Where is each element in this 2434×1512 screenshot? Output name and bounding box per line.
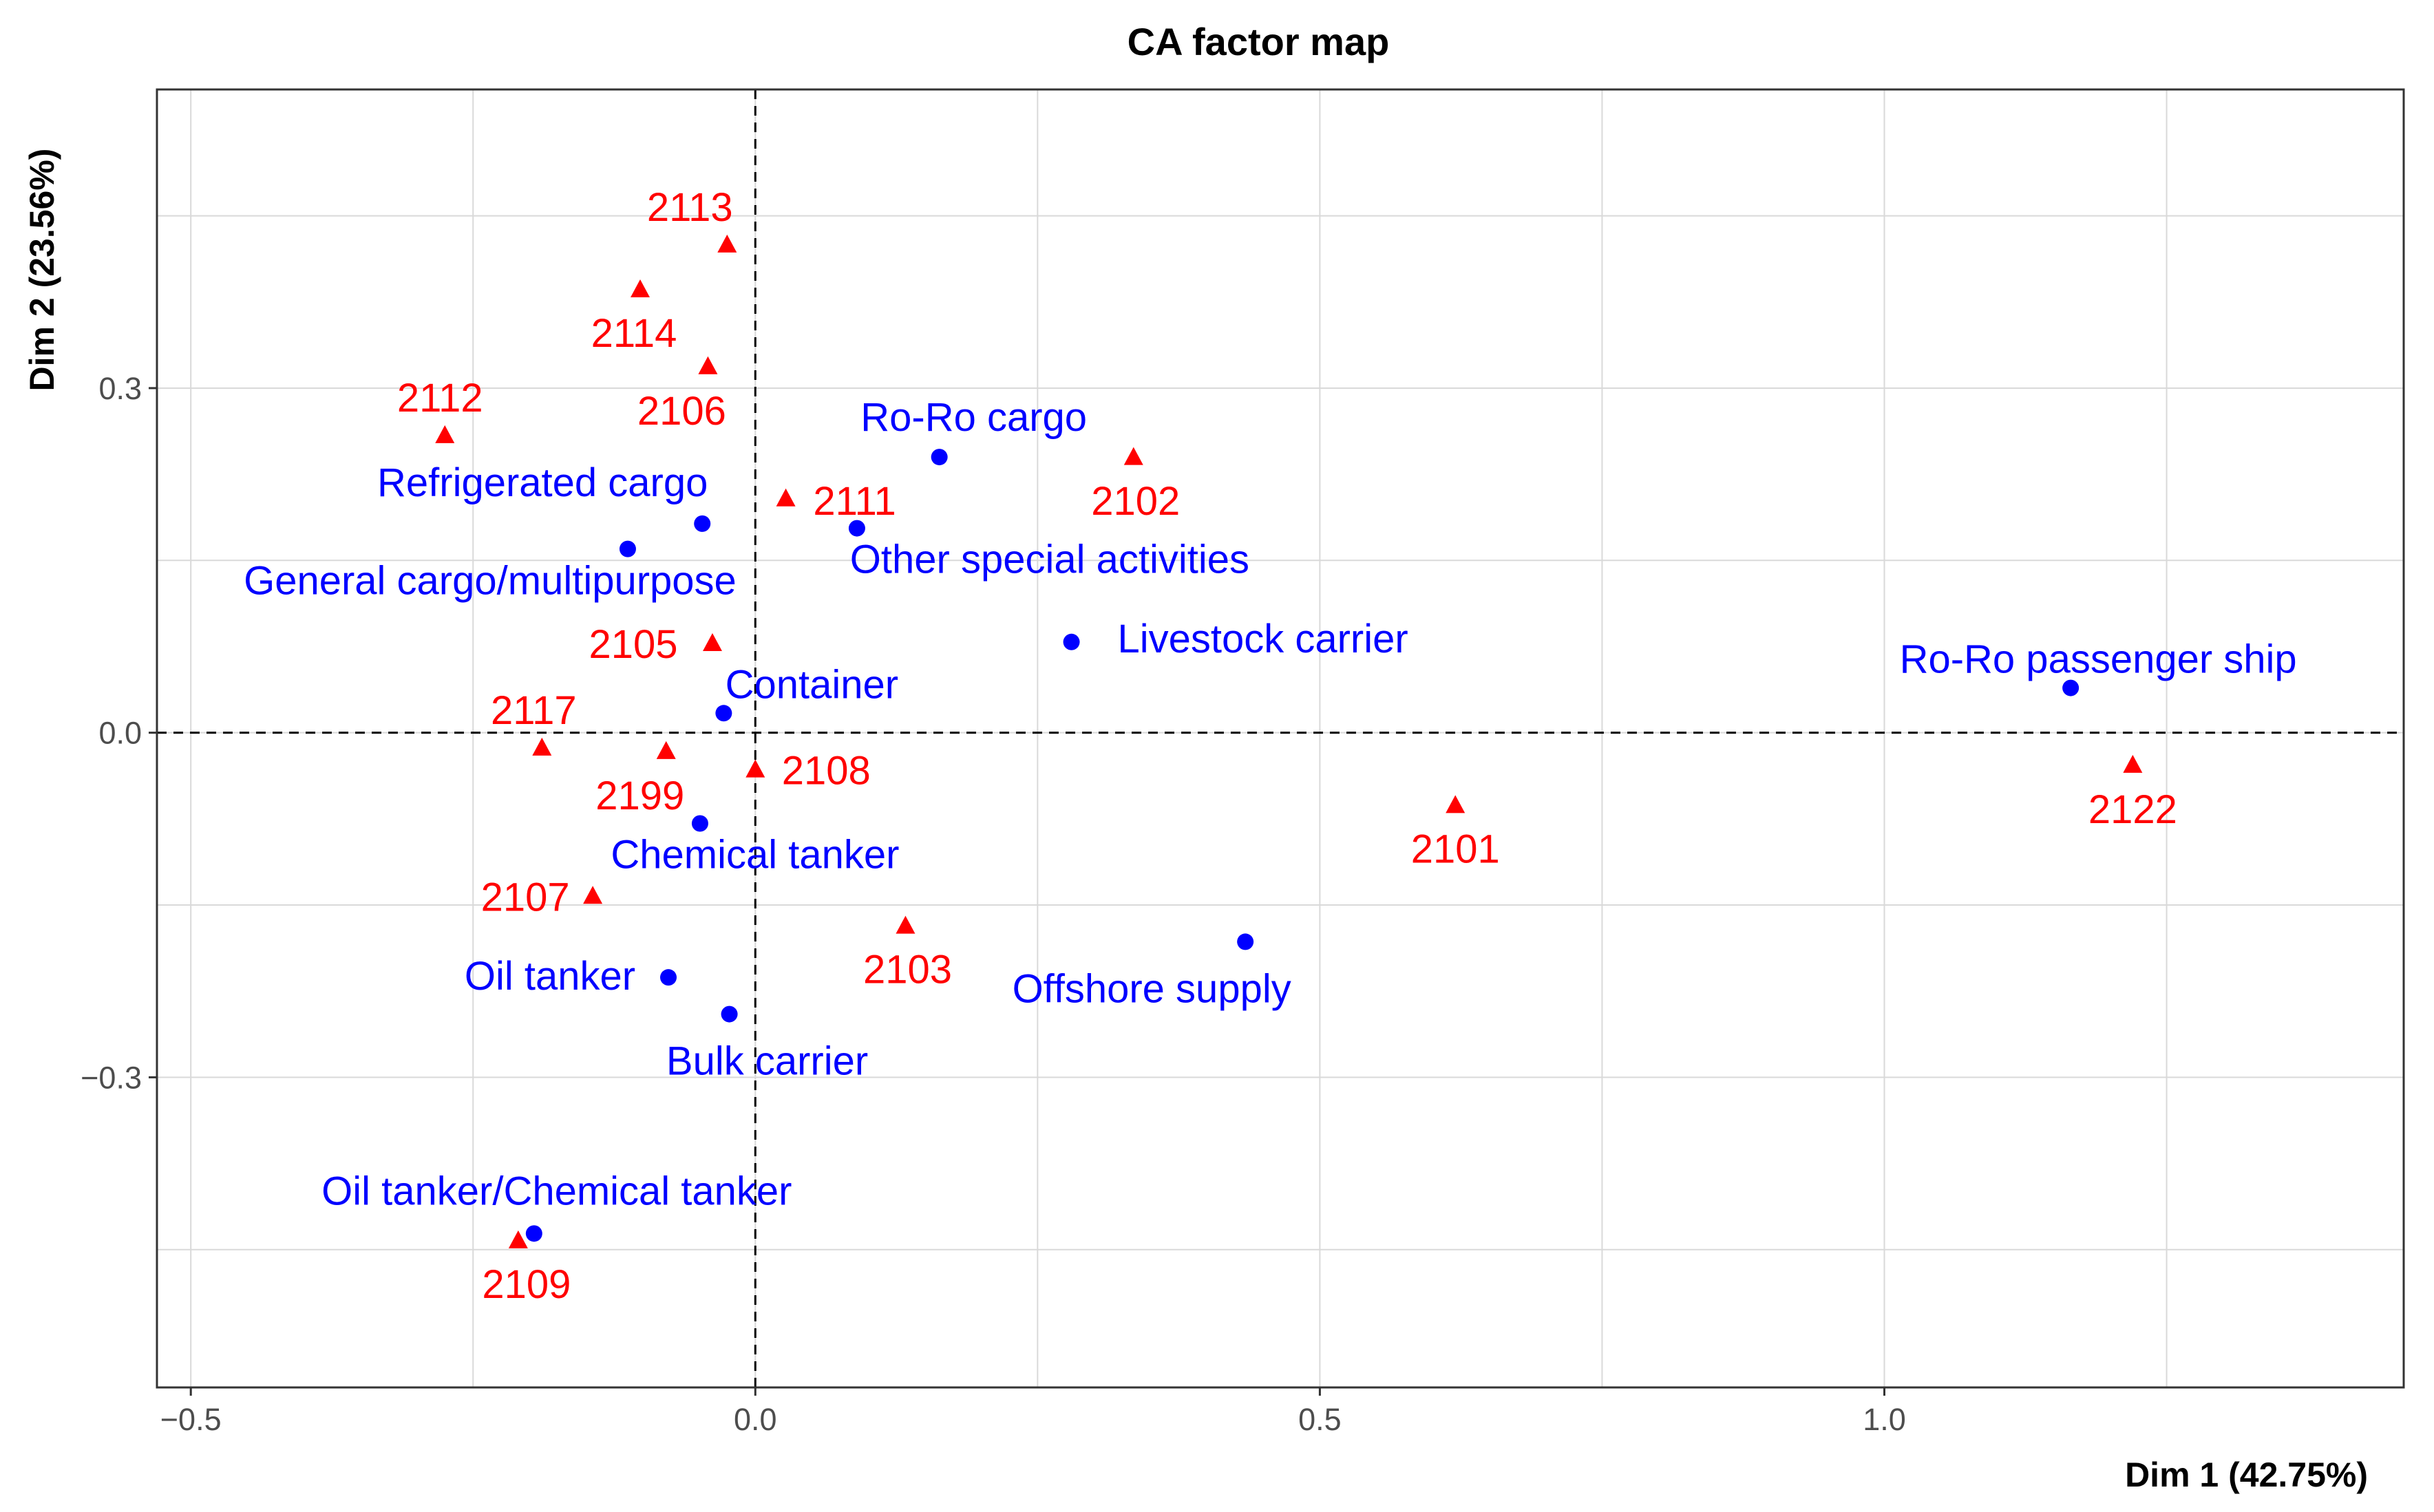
column-point-marker: [508, 1230, 528, 1248]
column-point-label: 2108: [782, 749, 871, 794]
data-points: [435, 234, 2143, 1248]
reference-lines: [157, 89, 2404, 1387]
column-point-marker: [435, 425, 455, 443]
row-point-marker: [660, 969, 677, 986]
column-point-label: 2117: [491, 688, 577, 733]
row-point-marker: [715, 705, 732, 722]
column-point-label: 2105: [589, 622, 677, 667]
row-point-label: Refrigerated cargo: [377, 460, 708, 505]
row-point-marker: [721, 1005, 738, 1023]
x-tick-label: 1.0: [1863, 1402, 1906, 1437]
row-point-marker: [525, 1225, 542, 1242]
column-point-marker: [583, 886, 603, 904]
column-point-label: 2103: [863, 948, 952, 992]
column-point-marker: [702, 633, 722, 652]
row-point-marker: [931, 449, 948, 466]
column-point-label: 2112: [397, 376, 483, 420]
y-axis-title: Dim 2 (23.56%): [23, 149, 61, 392]
row-point-marker: [1237, 933, 1254, 950]
column-point-marker: [776, 488, 796, 507]
x-tick-label: 0.5: [1298, 1402, 1342, 1437]
row-point-marker: [848, 520, 865, 537]
column-point-label: 2111: [813, 479, 896, 524]
row-point-label: Oil tanker/Chemical tanker: [321, 1169, 792, 1213]
column-point-marker: [2123, 754, 2143, 773]
column-point-marker: [1123, 447, 1143, 465]
row-point-label: Bulk carrier: [666, 1039, 868, 1084]
column-point-label: 2113: [647, 185, 733, 230]
row-point-label: Oil tanker: [465, 954, 635, 999]
column-point-label: 2122: [2088, 787, 2177, 832]
column-point-label: 2107: [481, 875, 570, 919]
column-point-marker: [745, 759, 765, 778]
axis-ticks: −0.5 0.0 0.5 1.0 −0.3 0.0 0.3: [81, 371, 1906, 1437]
plot-frame: [156, 88, 2405, 1389]
x-tick-label: −0.5: [160, 1402, 222, 1437]
grid-lines: [157, 89, 2404, 1387]
row-point-marker: [691, 815, 708, 832]
column-point-marker: [656, 741, 676, 759]
column-point-marker: [717, 234, 737, 253]
row-point-label: General cargo/multipurpose: [244, 559, 737, 604]
row-point-marker: [619, 540, 636, 557]
column-point-label: 2109: [482, 1262, 571, 1307]
column-point-label: 2101: [1411, 827, 1500, 871]
x-tick-label: 0.0: [734, 1402, 777, 1437]
column-point-label: 2199: [595, 774, 684, 818]
row-point-label: Ro-Ro cargo: [860, 395, 1087, 440]
y-tick-label: 0.3: [98, 371, 142, 406]
column-point-label: 2106: [637, 389, 726, 434]
column-point-marker: [1446, 795, 1465, 813]
y-tick-label: 0.0: [98, 716, 142, 751]
row-point-label: Ro-Ro passenger ship: [1900, 637, 2297, 682]
row-point-label: Offshore supply: [1013, 966, 1291, 1011]
chart-title: CA factor map: [1128, 20, 1390, 63]
row-point-label: Other special activities: [850, 537, 1249, 582]
column-point-marker: [532, 737, 552, 756]
column-point-label: 2114: [591, 311, 677, 356]
row-point-label: Livestock carrier: [1117, 617, 1408, 661]
point-labels: Ro-Ro cargo Refrigerated cargo Other speci…: [244, 185, 2297, 1307]
row-point-label: Chemical tanker: [611, 833, 899, 877]
column-point-marker: [631, 279, 650, 297]
column-point-label: 2102: [1091, 479, 1180, 524]
column-point-marker: [896, 915, 916, 934]
y-tick-label: −0.3: [81, 1060, 142, 1095]
column-point-marker: [698, 356, 718, 374]
row-point-marker: [2062, 679, 2080, 696]
row-point-label: Container: [726, 662, 898, 707]
row-point-marker: [1063, 633, 1080, 650]
row-point-marker: [694, 515, 711, 532]
x-axis-title: Dim 1 (42.75%): [2125, 1456, 2368, 1494]
